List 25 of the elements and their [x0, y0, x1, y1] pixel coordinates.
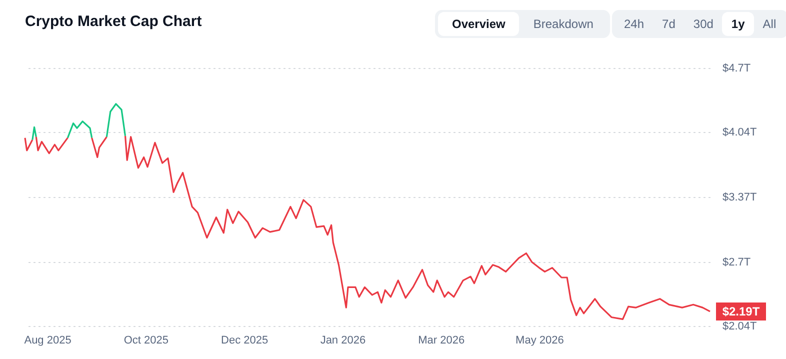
x-tick-label: Dec 2025 — [221, 334, 268, 346]
text: 30d — [692, 16, 714, 33]
x-tick-label: May 2026 — [516, 334, 564, 346]
y-tick-label: $4.7T — [722, 62, 751, 74]
line-series — [106, 103, 126, 138]
y-tick-label: $2.04T — [722, 320, 758, 332]
text: 24h — [623, 16, 646, 33]
line-series — [35, 136, 68, 154]
y-tick-label: $2.7T — [722, 256, 751, 268]
text: Breakdown — [532, 16, 594, 33]
text: Overview — [438, 12, 520, 36]
text: 1y — [722, 12, 754, 36]
text: All — [762, 16, 778, 33]
line-series — [124, 135, 711, 320]
chart-title: Crypto Market Cap Chart — [25, 13, 202, 30]
y-tick-label: $3.37T — [722, 192, 758, 204]
text: 7d — [661, 16, 676, 33]
y-tick-label: $4.04T — [722, 126, 758, 139]
x-tick-label: Aug 2025 — [24, 334, 72, 346]
x-tick-label: Oct 2025 — [124, 334, 168, 346]
x-tick-label: Jan 2026 — [320, 334, 366, 346]
x-tick-label: Mar 2026 — [418, 334, 465, 346]
line-series — [66, 120, 93, 139]
annotation: $2.19T — [722, 304, 760, 318]
line-series — [91, 136, 108, 158]
